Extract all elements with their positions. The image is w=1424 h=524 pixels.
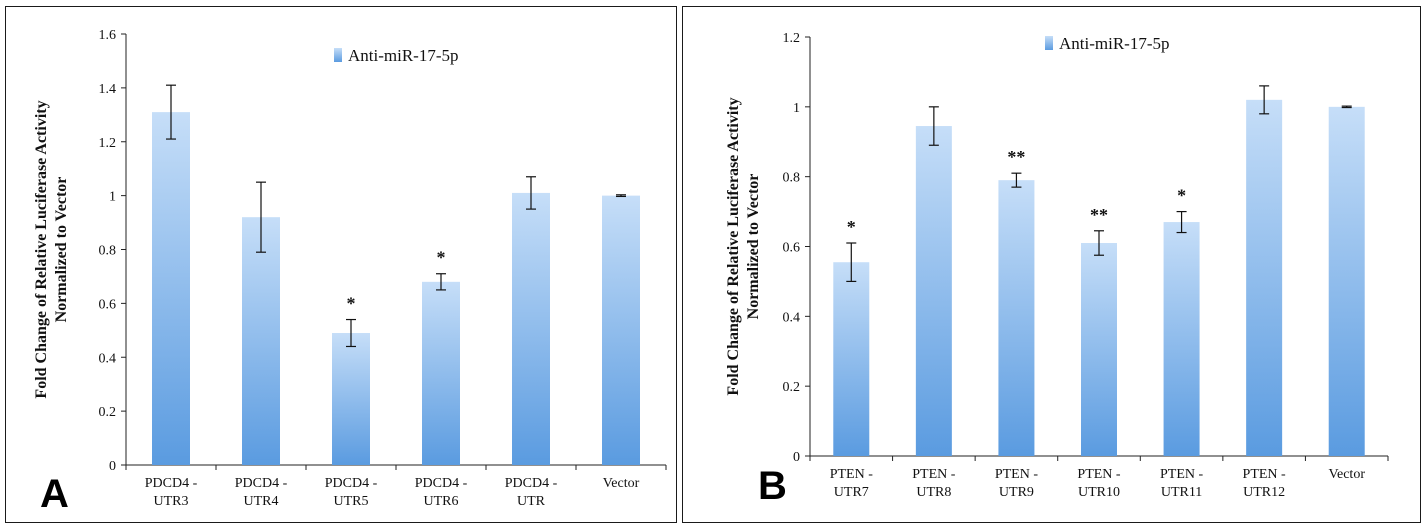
panel-label: B bbox=[758, 464, 787, 508]
bar bbox=[1328, 106, 1365, 456]
significance-marker: ** bbox=[1007, 147, 1025, 167]
category-label: PDCD4 -UTR6 bbox=[415, 476, 468, 509]
y-axis-label: Fold Change of Relative Luciferase Activ… bbox=[33, 100, 70, 398]
bar bbox=[1081, 243, 1117, 456]
chart-panel-b: 0 0.2 0.4 0.6 0.8 1 1.2 * PTEN -UTR7 PTEN -UTR8 **… bbox=[682, 6, 1421, 523]
bar bbox=[1246, 99, 1283, 456]
significance-marker: * bbox=[347, 294, 356, 314]
legend-swatch bbox=[334, 48, 342, 62]
bar bbox=[242, 217, 280, 465]
bar bbox=[512, 192, 550, 465]
significance-marker: * bbox=[437, 248, 446, 268]
bar bbox=[602, 195, 640, 465]
y-tick-label: 1.4 bbox=[99, 82, 117, 97]
category-label: PTEN -UTR10 bbox=[1077, 467, 1121, 500]
y-tick-label: 0.8 bbox=[99, 244, 117, 259]
bar bbox=[332, 333, 370, 465]
y-tick-label: 1.2 bbox=[783, 31, 801, 46]
legend-label: Anti-miR-17-5p bbox=[1059, 34, 1170, 53]
bar bbox=[1163, 222, 1200, 456]
bar bbox=[422, 281, 460, 465]
y-tick-label: 0.8 bbox=[783, 171, 801, 186]
bar bbox=[152, 112, 190, 466]
chart-a-svg: 0 0.2 0.4 0.6 0.8 1 1.2 1.4 1.6 PDCD4 -UTR3 PDCD4 … bbox=[33, 28, 667, 516]
category-label: PDCD4 -UTR3 bbox=[145, 476, 198, 509]
significance-marker: * bbox=[1177, 186, 1186, 206]
y-axis-label: Fold Change of Relative Luciferase Activ… bbox=[725, 97, 762, 395]
y-tick-label: 0 bbox=[793, 450, 800, 465]
bar bbox=[998, 180, 1035, 457]
significance-marker: * bbox=[847, 217, 856, 237]
category-label: PTEN -UTR9 bbox=[995, 467, 1039, 500]
y-tick-label: 1 bbox=[793, 101, 800, 116]
category-label: PDCD4 -UTR5 bbox=[325, 476, 378, 509]
legend-swatch bbox=[1045, 36, 1053, 50]
category-label: PDCD4 -UTR bbox=[505, 476, 558, 509]
chart-panel-a: 0 0.2 0.4 0.6 0.8 1 1.2 1.4 1.6 PDCD4 -UTR3 PDCD4 … bbox=[5, 6, 677, 523]
y-tick-label: 0.2 bbox=[99, 405, 117, 420]
significance-marker: ** bbox=[1090, 205, 1108, 225]
legend-label: Anti-miR-17-5p bbox=[348, 46, 459, 65]
category-label: PTEN -UTR12 bbox=[1243, 467, 1287, 500]
bar bbox=[915, 126, 952, 456]
category-label: Vector bbox=[603, 476, 640, 491]
y-tick-label: 0.6 bbox=[783, 241, 801, 256]
y-tick-label: 0.6 bbox=[99, 297, 117, 312]
y-tick-label: 1.6 bbox=[99, 28, 117, 43]
y-tick-label: 1.2 bbox=[99, 136, 117, 151]
category-label: PDCD4 -UTR4 bbox=[235, 476, 288, 509]
category-label: PTEN -UTR8 bbox=[912, 467, 956, 500]
category-label: PTEN -UTR11 bbox=[1160, 467, 1204, 500]
y-tick-label: 0.4 bbox=[783, 310, 801, 325]
panel-label: A bbox=[40, 472, 69, 516]
category-label: Vector bbox=[1328, 467, 1365, 482]
y-tick-label: 0.2 bbox=[783, 380, 801, 395]
bar bbox=[833, 262, 870, 456]
y-tick-label: 1 bbox=[109, 190, 116, 205]
category-label: PTEN -UTR7 bbox=[830, 467, 874, 500]
y-tick-label: 0 bbox=[109, 459, 116, 474]
y-tick-label: 0.4 bbox=[99, 351, 117, 366]
